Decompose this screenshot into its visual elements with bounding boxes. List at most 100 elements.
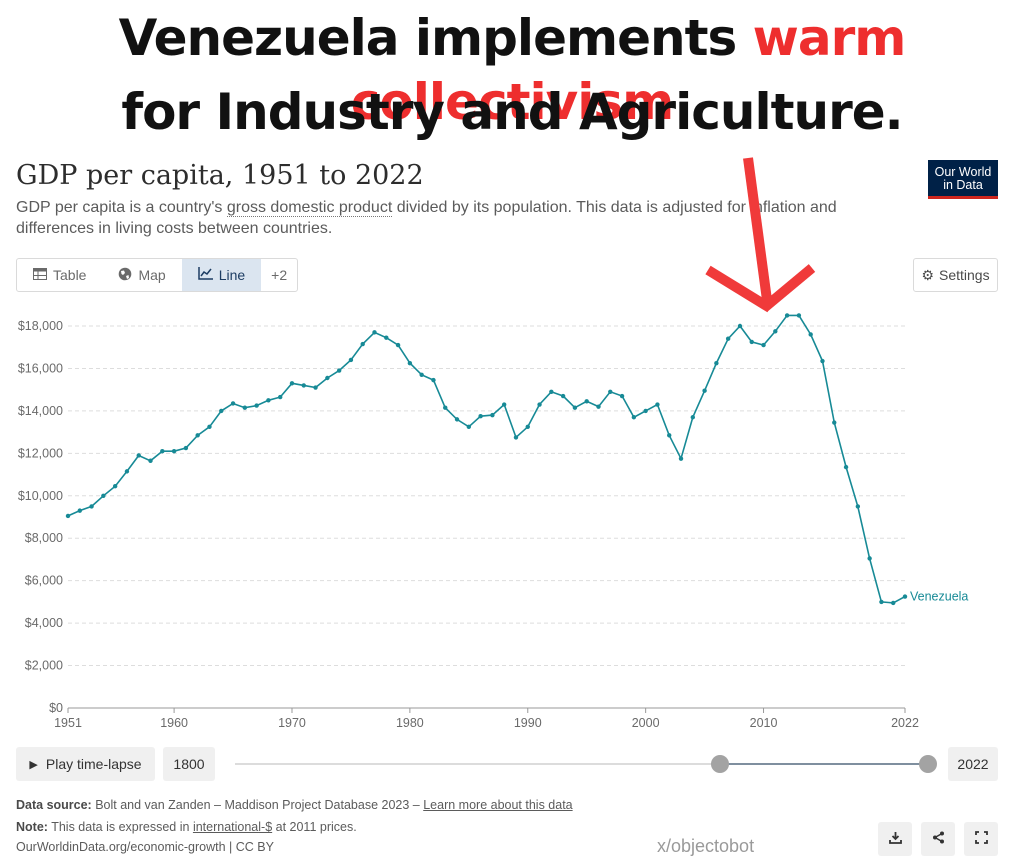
data-point[interactable]: [549, 389, 554, 394]
data-point[interactable]: [560, 393, 566, 399]
data-point[interactable]: [678, 456, 684, 461]
data-point[interactable]: [65, 513, 71, 519]
gdp-definition-link[interactable]: gross domestic product: [226, 199, 393, 217]
data-point[interactable]: [655, 402, 660, 407]
data-point[interactable]: [891, 600, 896, 606]
y-tick-label: $18,000: [18, 319, 63, 333]
settings-button[interactable]: ⚙ Settings: [913, 258, 998, 292]
data-point[interactable]: [77, 508, 82, 513]
data-point[interactable]: [242, 405, 248, 410]
data-point[interactable]: [714, 360, 719, 366]
data-point[interactable]: [537, 402, 542, 407]
data-point[interactable]: [443, 405, 448, 410]
tab-map[interactable]: Map: [102, 259, 181, 291]
data-point[interactable]: [207, 424, 212, 430]
arrow-head-right: [760, 264, 816, 312]
data-point[interactable]: [501, 402, 507, 407]
data-point[interactable]: [395, 342, 401, 348]
data-point[interactable]: [631, 415, 637, 420]
data-point[interactable]: [336, 368, 342, 373]
data-point[interactable]: [136, 453, 141, 458]
data-point[interactable]: [195, 433, 200, 438]
data-point[interactable]: [513, 435, 519, 440]
end-year-box[interactable]: 2022: [948, 747, 998, 781]
data-point[interactable]: [454, 417, 460, 422]
data-point[interactable]: [372, 330, 377, 335]
data-point[interactable]: [596, 404, 601, 409]
play-timelapse-button[interactable]: ▶ Play time-lapse: [16, 747, 155, 781]
y-tick-label: $4,000: [25, 616, 63, 630]
chart-title: GDP per capita, 1951 to 2022: [16, 160, 424, 191]
data-point[interactable]: [478, 413, 483, 419]
data-point[interactable]: [384, 335, 389, 340]
data-point[interactable]: [431, 377, 436, 383]
owid-url-line[interactable]: OurWorldinData.org/economic-growth | CC …: [16, 840, 274, 854]
data-point[interactable]: [313, 385, 318, 390]
data-point[interactable]: [796, 313, 802, 318]
data-point[interactable]: [784, 313, 790, 318]
data-point[interactable]: [266, 398, 271, 403]
download-button[interactable]: [878, 822, 912, 856]
data-point[interactable]: [160, 449, 165, 454]
data-point[interactable]: [325, 375, 330, 381]
data-point[interactable]: [101, 493, 106, 498]
data-point[interactable]: [843, 464, 849, 470]
data-point[interactable]: [855, 504, 861, 509]
data-point[interactable]: [360, 341, 365, 347]
data-point[interactable]: [466, 424, 472, 430]
data-point[interactable]: [902, 594, 908, 599]
data-point[interactable]: [219, 408, 224, 414]
data-point[interactable]: [619, 393, 625, 399]
owid-logo[interactable]: Our World in Data: [928, 160, 998, 199]
data-point[interactable]: [761, 342, 766, 348]
data-point[interactable]: [690, 415, 696, 420]
data-point[interactable]: [277, 394, 283, 400]
data-point[interactable]: [254, 403, 259, 408]
timeline-start-handle[interactable]: [711, 755, 730, 773]
data-point[interactable]: [608, 389, 613, 394]
data-point[interactable]: [148, 458, 153, 463]
data-point[interactable]: [808, 332, 813, 337]
data-point[interactable]: [702, 388, 707, 393]
share-button[interactable]: [921, 822, 955, 856]
fullscreen-icon: [974, 831, 988, 847]
data-point[interactable]: [667, 433, 672, 438]
timeline-end-handle[interactable]: [919, 755, 937, 773]
data-point[interactable]: [749, 339, 754, 345]
data-point[interactable]: [289, 381, 295, 386]
data-point[interactable]: [572, 405, 578, 410]
data-point[interactable]: [879, 599, 884, 605]
data-point[interactable]: [348, 357, 354, 363]
data-point[interactable]: [183, 445, 189, 451]
series-line-venezuela[interactable]: [67, 314, 906, 604]
data-point[interactable]: [124, 469, 130, 474]
timeline-track[interactable]: [235, 763, 928, 765]
data-point[interactable]: [525, 424, 530, 430]
data-point[interactable]: [301, 383, 306, 388]
data-point[interactable]: [419, 372, 424, 378]
data-point[interactable]: [867, 556, 872, 561]
data-point[interactable]: [584, 399, 589, 404]
international-dollar-link[interactable]: international-$: [192, 820, 273, 834]
tab-line[interactable]: Line: [181, 259, 262, 291]
data-point[interactable]: [820, 358, 825, 364]
start-year-box[interactable]: 1800: [163, 747, 215, 781]
data-point[interactable]: [230, 401, 236, 406]
data-point[interactable]: [112, 484, 118, 489]
data-point[interactable]: [725, 336, 731, 341]
data-point[interactable]: [832, 420, 837, 425]
data-point[interactable]: [773, 329, 778, 334]
fullscreen-button[interactable]: [964, 822, 998, 856]
learn-more-link[interactable]: Learn more about this data: [423, 798, 573, 812]
x-tick-label: 1960: [160, 716, 188, 730]
data-point[interactable]: [643, 408, 648, 414]
data-point[interactable]: [490, 412, 495, 418]
data-point[interactable]: [737, 323, 743, 329]
data-point[interactable]: [407, 360, 413, 366]
meme-line-1-text: Venezuela implements: [118, 9, 753, 67]
data-point[interactable]: [89, 504, 94, 509]
y-tick-label: $2,000: [25, 659, 63, 673]
tab-table[interactable]: Table: [17, 259, 102, 291]
tab-more[interactable]: +2: [261, 259, 297, 291]
data-point[interactable]: [171, 449, 177, 454]
